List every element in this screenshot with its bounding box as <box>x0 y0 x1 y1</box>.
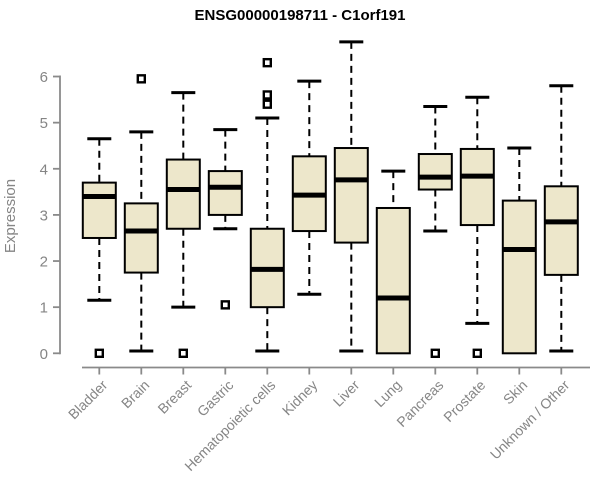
box-pancreas <box>417 105 453 358</box>
x-tick-label: Skin <box>500 377 531 408</box>
iqr-box <box>333 147 369 244</box>
iqr-box <box>417 153 453 191</box>
outlier-point <box>94 348 105 358</box>
iqr-box <box>207 170 243 216</box>
y-tick-label: 2 <box>40 254 48 271</box>
box-skin <box>501 146 537 355</box>
x-tick-label: Kidney <box>279 377 321 419</box>
outlier-point <box>262 99 272 109</box>
box-brain <box>123 74 159 353</box>
x-tick-label: Prostate <box>440 377 488 425</box>
outlier-point <box>430 348 440 358</box>
x-tick-label: Brain <box>118 377 152 411</box>
box-lung <box>375 169 411 355</box>
x-tick-label: Pancreas <box>393 377 446 430</box>
iqr-box <box>375 206 411 355</box>
iqr-box <box>459 147 495 227</box>
y-tick-label: 1 <box>40 300 48 317</box>
outlier-point <box>178 348 189 358</box>
y-tick-label: 5 <box>40 115 48 132</box>
y-tick-label: 6 <box>40 69 48 86</box>
iqr-box <box>165 158 201 230</box>
x-tick-label: Bladder <box>65 377 111 423</box>
box-gastric <box>207 128 243 310</box>
box-breast <box>165 91 201 358</box>
iqr-box <box>501 199 537 355</box>
outlier-point <box>220 300 231 310</box>
iqr-box <box>81 181 117 239</box>
box-prostate <box>459 95 495 358</box>
box-kidney <box>291 79 327 296</box>
iqr-box <box>543 185 579 276</box>
y-tick-label: 3 <box>40 207 48 224</box>
chart-title: ENSG00000198711 - C1orf191 <box>195 7 406 24</box>
outlier-point <box>472 348 482 358</box>
outlier-point <box>262 90 272 100</box>
x-tick-label: Liver <box>330 377 363 410</box>
x-tick-label: Breast <box>154 377 194 417</box>
box-bladder <box>81 137 117 358</box>
x-tick-label: Lung <box>371 377 404 410</box>
outlier-point <box>262 57 272 68</box>
y-tick-label: 4 <box>40 161 48 178</box>
iqr-box <box>123 202 159 274</box>
box-unknown-other <box>543 84 579 353</box>
boxes-layer <box>81 40 579 358</box>
y-axis-title: Expression <box>2 179 19 253</box>
y-tick-label: 0 <box>40 346 48 363</box>
box-hematopoietic-cells <box>249 57 285 353</box>
x-tick-label: Unknown / Other <box>487 377 573 463</box>
outlier-point <box>136 74 147 84</box>
box-liver <box>333 40 369 353</box>
